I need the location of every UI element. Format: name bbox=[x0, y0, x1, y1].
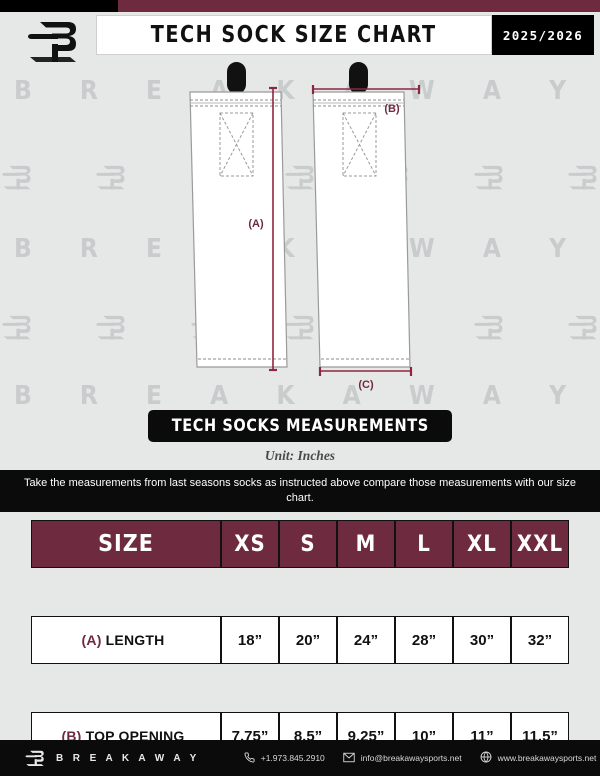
cell-length-xl: 30” bbox=[453, 616, 511, 664]
table-header-xs: XS bbox=[221, 520, 279, 568]
sock-diagrams: (A) (B) bbox=[0, 56, 600, 406]
label-c-text: (C) bbox=[358, 379, 374, 391]
envelope-icon bbox=[343, 752, 361, 765]
footer-phone[interactable]: +1.973.845.2910 bbox=[244, 751, 325, 765]
watermark-text-row: B R E A K A W A Y bbox=[13, 381, 587, 411]
breakaway-b-logo-icon bbox=[24, 747, 46, 769]
left-sock-diagram bbox=[189, 62, 288, 368]
page-footer: B R E A K A W A Y +1.973.845.2910 info@b… bbox=[0, 740, 600, 776]
page-title: TECH SOCK SIZE CHART bbox=[96, 15, 492, 55]
table-row-spacer bbox=[31, 568, 569, 616]
breakaway-b-watermark-icon bbox=[566, 161, 600, 193]
breakaway-b-watermark-icon bbox=[472, 161, 506, 193]
cell-length-l: 28” bbox=[395, 616, 453, 664]
footer-phone-text: +1.973.845.2910 bbox=[260, 753, 325, 763]
table-header-m: M bbox=[337, 520, 395, 568]
table-header-xl: XL bbox=[453, 520, 511, 568]
cell-length-m: 24” bbox=[337, 616, 395, 664]
footer-brand-name: B R E A K A W A Y bbox=[56, 752, 200, 764]
label-b-text: (B) bbox=[384, 103, 400, 115]
footer-website[interactable]: www.breakawaysports.net bbox=[480, 751, 597, 765]
breakaway-b-watermark-icon bbox=[283, 311, 317, 343]
cell-length-s: 20” bbox=[279, 616, 337, 664]
breakaway-b-watermark-icon bbox=[0, 311, 34, 343]
unit-label: Unit: Inches bbox=[264, 448, 336, 463]
label-a-text: (A) bbox=[248, 218, 264, 230]
table-header-size: SIZE bbox=[31, 520, 221, 568]
season-year-badge: 2025/2026 bbox=[492, 15, 594, 55]
table-header-row: SIZE XS S M L XL XXL bbox=[31, 520, 569, 568]
row-label-length-text: LENGTH bbox=[101, 632, 165, 648]
breakaway-b-watermark-icon bbox=[472, 311, 506, 343]
watermark-text-row: B R E A K A W A Y bbox=[13, 76, 587, 106]
instructions-band: Take the measurements from last seasons … bbox=[0, 470, 600, 512]
table-header-xxl: XXL bbox=[511, 520, 569, 568]
bottom-opening-measurement-line-c bbox=[318, 367, 413, 376]
breakaway-b-watermark-icon bbox=[283, 161, 317, 193]
measurements-heading-plate: TECH SOCKS MEASUREMENTS bbox=[148, 410, 452, 442]
top-bar-black-segment bbox=[0, 0, 118, 12]
phone-icon bbox=[244, 751, 261, 765]
table-row-spacer bbox=[31, 664, 569, 712]
row-label-length: (A) LENGTH bbox=[31, 616, 221, 664]
breakaway-b-watermark-icon bbox=[94, 161, 128, 193]
length-measurement-line-a bbox=[269, 86, 277, 372]
table-header-s: S bbox=[279, 520, 337, 568]
page-title-text: TECH SOCK SIZE CHART bbox=[151, 22, 437, 48]
measurements-heading-text: TECH SOCKS MEASUREMENTS bbox=[171, 416, 429, 436]
footer-email[interactable]: info@breakawaysports.net bbox=[343, 752, 462, 765]
globe-icon bbox=[480, 751, 498, 765]
cell-length-xxl: 32” bbox=[511, 616, 569, 664]
season-year-text: 2025/2026 bbox=[502, 27, 584, 43]
breakaway-b-watermark-icon bbox=[94, 311, 128, 343]
instructions-text: Take the measurements from last seasons … bbox=[23, 477, 577, 504]
top-opening-measurement-line-b bbox=[311, 85, 421, 94]
breakaway-b-logo-icon bbox=[24, 14, 82, 68]
breakaway-b-watermark-icon bbox=[0, 161, 34, 193]
page-header: TECH SOCK SIZE CHART 2025/2026 bbox=[0, 12, 600, 62]
breakaway-b-watermark-icon bbox=[566, 311, 600, 343]
size-chart-table: SIZE XS S M L XL XXL (A) LENGTH 18” 20” … bbox=[31, 520, 569, 776]
table-header-l: L bbox=[395, 520, 453, 568]
watermark-text-row: B R E A K A W A Y bbox=[13, 234, 587, 264]
top-bar-maroon-segment bbox=[118, 0, 600, 12]
cell-length-xs: 18” bbox=[221, 616, 279, 664]
row-tag-a: (A) bbox=[81, 632, 102, 648]
right-sock-diagram bbox=[312, 62, 411, 368]
table-row: (A) LENGTH 18” 20” 24” 28” 30” 32” bbox=[31, 616, 569, 664]
top-color-bar bbox=[0, 0, 600, 12]
footer-website-text: www.breakawaysports.net bbox=[497, 753, 597, 763]
footer-email-text: info@breakawaysports.net bbox=[360, 753, 462, 763]
